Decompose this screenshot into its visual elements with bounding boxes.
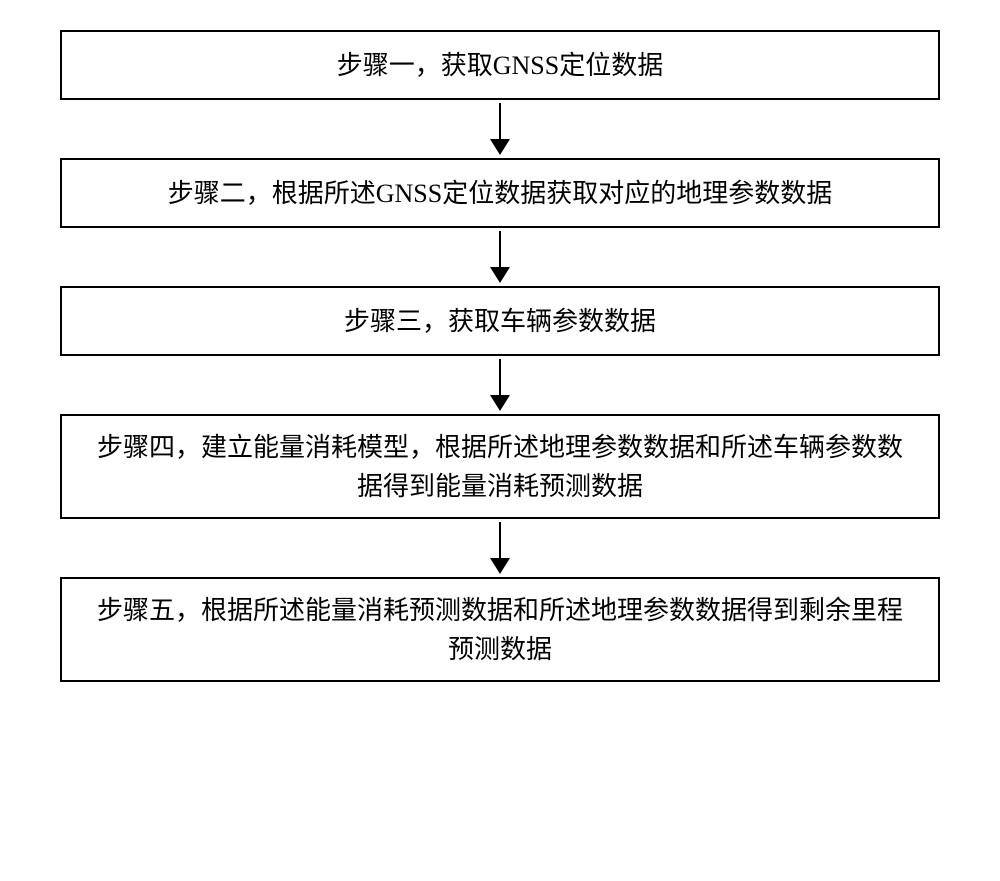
arrow-line bbox=[499, 359, 501, 395]
step-text-1: 步骤一，获取GNSS定位数据 bbox=[337, 46, 663, 85]
arrow-line bbox=[499, 231, 501, 267]
step-box-5: 步骤五，根据所述能量消耗预测数据和所述地理参数数据得到剩余里程预测数据 bbox=[60, 577, 940, 682]
flowchart-container: 步骤一，获取GNSS定位数据 步骤二，根据所述GNSS定位数据获取对应的地理参数… bbox=[60, 30, 940, 682]
step-text-2: 步骤二，根据所述GNSS定位数据获取对应的地理参数数据 bbox=[168, 174, 832, 213]
arrow-4 bbox=[490, 519, 510, 577]
arrow-head-icon bbox=[490, 558, 510, 574]
arrow-head-icon bbox=[490, 139, 510, 155]
arrow-3 bbox=[490, 356, 510, 414]
step-box-3: 步骤三，获取车辆参数数据 bbox=[60, 286, 940, 356]
step-text-4: 步骤四，建立能量消耗模型，根据所述地理参数数据和所述车辆参数数据得到能量消耗预测… bbox=[92, 428, 908, 506]
arrow-head-icon bbox=[490, 267, 510, 283]
arrow-2 bbox=[490, 228, 510, 286]
arrow-head-icon bbox=[490, 395, 510, 411]
step-text-5: 步骤五，根据所述能量消耗预测数据和所述地理参数数据得到剩余里程预测数据 bbox=[92, 591, 908, 669]
arrow-line bbox=[499, 522, 501, 558]
arrow-1 bbox=[490, 100, 510, 158]
arrow-line bbox=[499, 103, 501, 139]
step-box-2: 步骤二，根据所述GNSS定位数据获取对应的地理参数数据 bbox=[60, 158, 940, 228]
step-text-3: 步骤三，获取车辆参数数据 bbox=[344, 302, 656, 341]
step-box-4: 步骤四，建立能量消耗模型，根据所述地理参数数据和所述车辆参数数据得到能量消耗预测… bbox=[60, 414, 940, 519]
step-box-1: 步骤一，获取GNSS定位数据 bbox=[60, 30, 940, 100]
